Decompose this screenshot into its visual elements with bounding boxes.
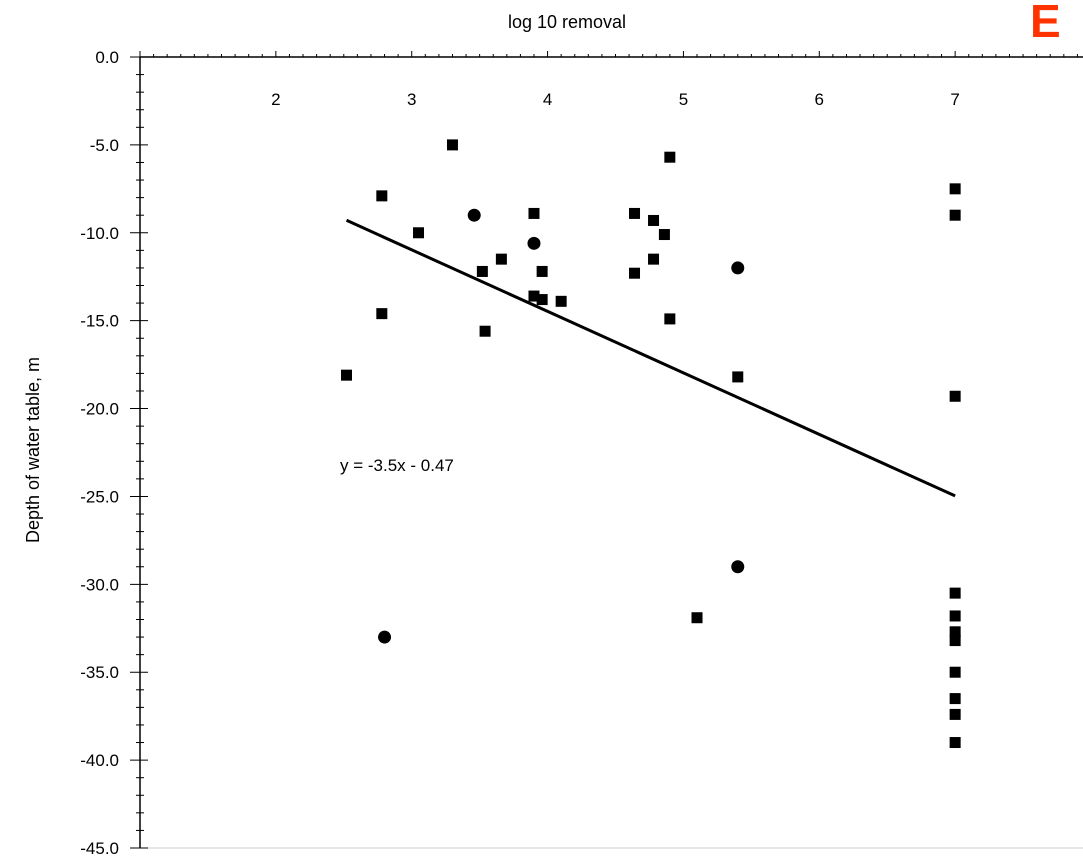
data-point-square	[536, 265, 548, 277]
x-tick-label: 3	[407, 90, 416, 109]
data-point-circle	[467, 208, 481, 222]
data-point-square	[413, 227, 425, 239]
data-point-square	[691, 612, 703, 624]
data-point-circle	[527, 236, 541, 250]
x-tick-label: 5	[679, 90, 688, 109]
data-point-square	[341, 369, 353, 381]
y-ticks: 0.0 -5.0 -10.0 -15.0 -20.0 -25.0 -30.0 -35.0 -40…	[80, 48, 148, 858]
data-point-square	[949, 183, 961, 195]
data-point-square	[949, 626, 961, 638]
x-axis-title: log 10 removal	[508, 12, 626, 32]
data-point-square	[949, 666, 961, 678]
data-point-square	[648, 214, 660, 226]
data-point-square	[949, 209, 961, 221]
data-point-circle	[731, 560, 745, 574]
y-axis-title: Depth of water table, m	[23, 357, 43, 543]
data-point-square	[479, 325, 491, 337]
data-point-square	[446, 139, 458, 151]
y-tick-label: -35.0	[80, 663, 119, 682]
data-point-circle	[731, 261, 745, 275]
trendline-group	[345, 218, 956, 498]
y-tick-label: -40.0	[80, 751, 119, 770]
y-tick-label: -25.0	[80, 487, 119, 506]
data-point-square	[648, 253, 660, 265]
data-point-square	[949, 390, 961, 402]
data-point-square	[949, 708, 961, 720]
data-point-square	[376, 190, 388, 202]
data-point-square	[949, 635, 961, 647]
y-tick-label: -30.0	[80, 575, 119, 594]
y-tick-label: 0.0	[95, 48, 119, 67]
x-tick-label: 6	[815, 90, 824, 109]
data-point-square	[555, 295, 567, 307]
x-tick-label: 4	[543, 90, 552, 109]
y-tick-label: -10.0	[80, 224, 119, 243]
trendline-equation: y = -3.5x - 0.47	[340, 456, 454, 475]
data-point-square	[495, 253, 507, 265]
panel-label: E	[1030, 0, 1061, 48]
data-point-square	[949, 587, 961, 599]
data-point-square	[949, 610, 961, 622]
y-tick-label: -15.0	[80, 312, 119, 331]
data-point-square	[732, 371, 744, 383]
panel-letter: E	[1030, 0, 1061, 47]
trendline	[345, 218, 956, 498]
data-point-square	[949, 693, 961, 705]
data-point-square	[664, 151, 676, 163]
data-point-square	[658, 229, 670, 241]
data-point-square	[536, 294, 548, 306]
data-point-square	[664, 313, 676, 325]
y-tick-label: -45.0	[80, 839, 119, 858]
data-point-square	[528, 207, 540, 219]
y-tick-label: -5.0	[90, 136, 119, 155]
y-tick-label: -20.0	[80, 400, 119, 419]
data-point-circle	[378, 630, 392, 644]
data-point-square	[476, 265, 488, 277]
x-tick-label: 2	[271, 90, 280, 109]
x-tick-label: 7	[950, 90, 959, 109]
data-point-square	[949, 737, 961, 749]
x-ticks: 2345678	[139, 51, 1078, 109]
data-point-square	[528, 290, 540, 302]
data-point-square	[376, 308, 388, 320]
data-point-square	[629, 207, 641, 219]
data-points	[341, 139, 961, 749]
data-point-square	[629, 267, 641, 279]
